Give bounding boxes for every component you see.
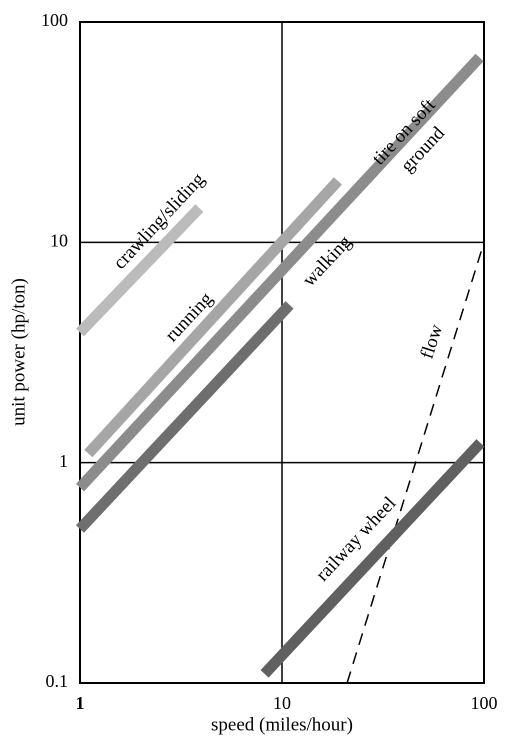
- series-line: [76, 204, 204, 337]
- series-line: [346, 242, 485, 684]
- x-axis-label: speed (miles/hour): [211, 714, 353, 735]
- y-tick-label: 10: [50, 230, 68, 250]
- series-line: [260, 439, 485, 678]
- series-line: [75, 53, 484, 492]
- x-tick-label: 1: [76, 693, 85, 713]
- y-tick-label: 1: [59, 451, 68, 471]
- series-label: tire on softground: [368, 94, 459, 187]
- series-line: [75, 301, 294, 533]
- plot-frame: [79, 21, 485, 684]
- x-tick-label: 10: [273, 693, 291, 713]
- x-tick-label: 100: [471, 693, 498, 713]
- y-tick-label: 100: [41, 10, 68, 30]
- y-axis-label: unit power (hp/ton): [8, 278, 29, 426]
- series-label: flow: [417, 322, 448, 362]
- series-line: [84, 177, 342, 458]
- y-tick-label: 0.1: [46, 671, 69, 691]
